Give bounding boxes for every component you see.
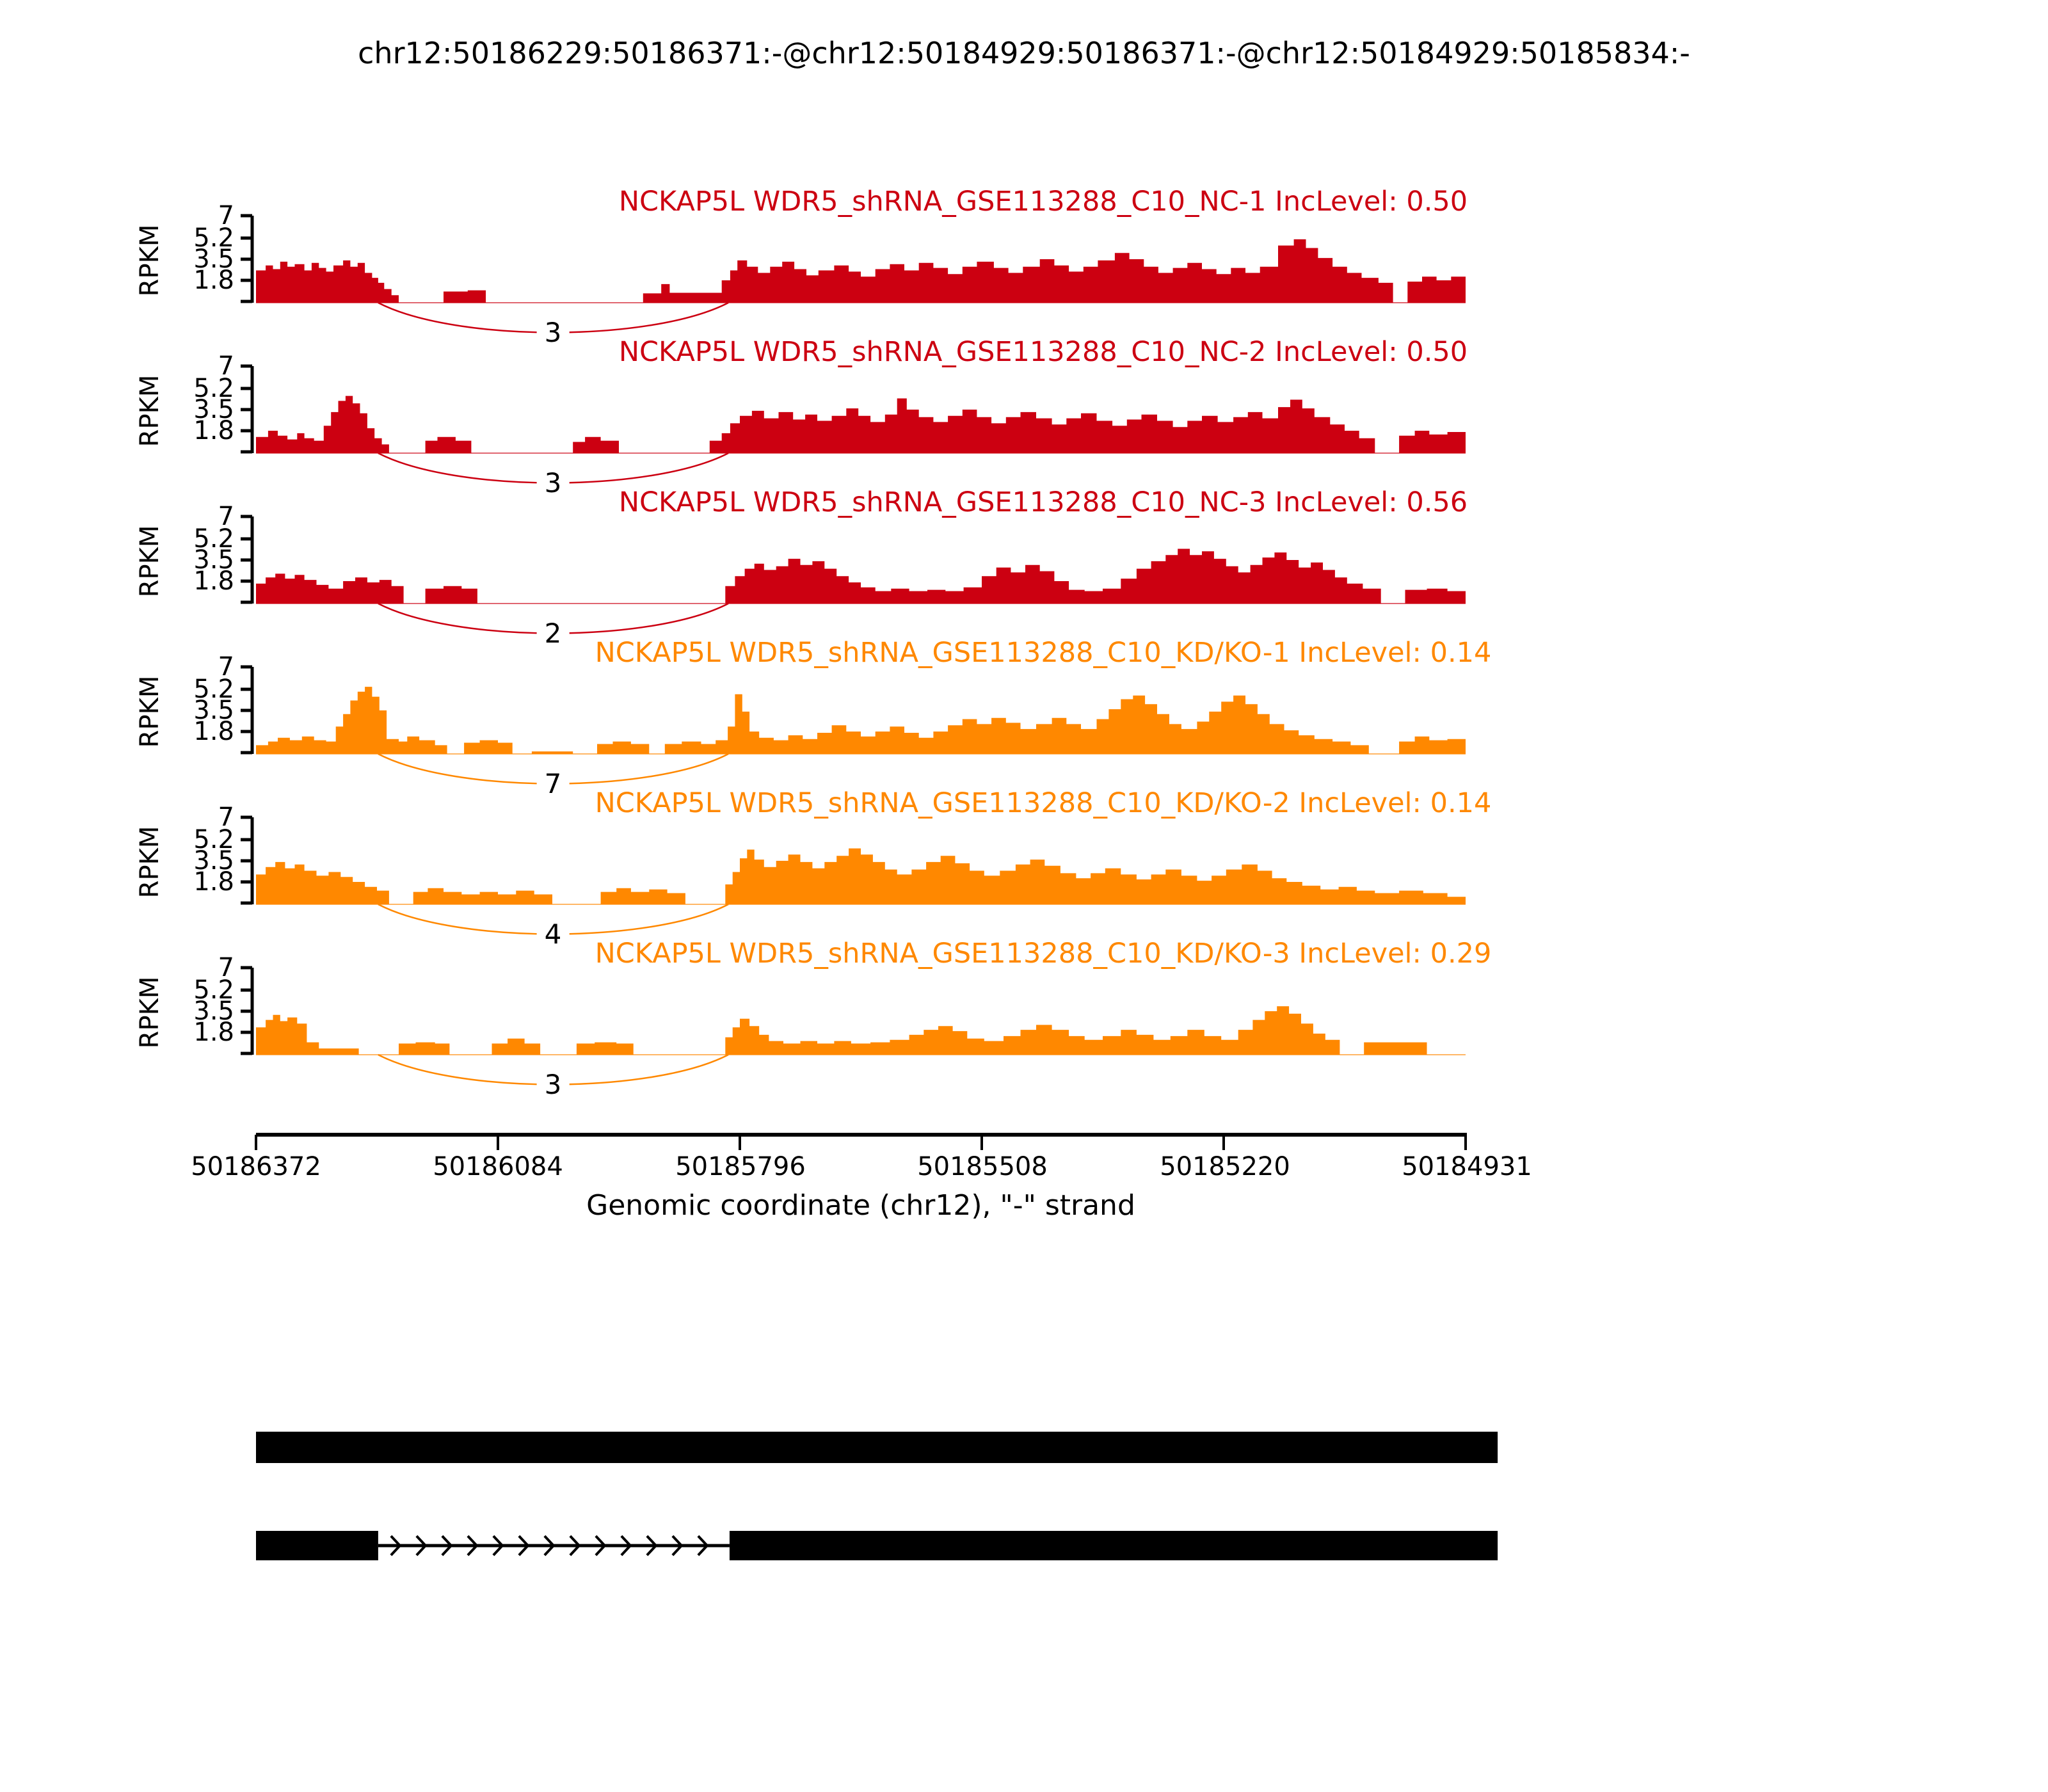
y-tick-label: 3.5 <box>193 996 234 1026</box>
x-tick-label: 50185508 <box>917 1152 1048 1181</box>
x-tick-label: 50185796 <box>675 1152 806 1181</box>
x-axis-title: Genomic coordinate (chr12), "-" strand <box>586 1189 1135 1222</box>
y-tick-label: 5.2 <box>193 374 234 403</box>
track-title: NCKAP5L WDR5_shRNA_GSE113288_C10_KD/KO-3… <box>595 938 1492 970</box>
coverage-track-kdko2: NCKAP5L WDR5_shRNA_GSE113288_C10_KD/KO-2… <box>0 787 2048 950</box>
coverage-track-nc2: NCKAP5L WDR5_shRNA_GSE113288_C10_NC-2 In… <box>0 336 2048 499</box>
junction-read-count: 4 <box>536 918 570 950</box>
y-tick-label: 7 <box>218 502 234 531</box>
y-tick-label: 3.5 <box>193 244 234 274</box>
x-tick-label: 50186084 <box>433 1152 563 1181</box>
y-tick-label: 5.2 <box>193 825 234 854</box>
junction-read-count: 7 <box>536 768 570 799</box>
track-title: NCKAP5L WDR5_shRNA_GSE113288_C10_KD/KO-1… <box>595 637 1492 669</box>
y-tick-label: 5.2 <box>193 524 234 554</box>
y-tick-label: 1.8 <box>193 266 234 295</box>
y-tick-label: 7 <box>218 803 234 832</box>
y-tick-label: 1.8 <box>193 1018 234 1047</box>
track-title: NCKAP5L WDR5_shRNA_GSE113288_C10_KD/KO-2… <box>595 787 1492 819</box>
junction-read-count: 3 <box>536 467 570 499</box>
y-tick-label: 7 <box>218 652 234 682</box>
track-title: NCKAP5L WDR5_shRNA_GSE113288_C10_NC-3 In… <box>618 486 1468 518</box>
y-tick-label: 1.8 <box>193 717 234 746</box>
junction-read-count: 2 <box>536 618 570 649</box>
y-tick-label: 3.5 <box>193 395 234 424</box>
x-tick-label: 50184931 <box>1402 1152 1532 1181</box>
coverage-area-nc2 <box>241 364 1466 484</box>
track-title: NCKAP5L WDR5_shRNA_GSE113288_C10_NC-2 In… <box>618 336 1468 368</box>
y-tick-label: 3.5 <box>193 846 234 876</box>
y-tick-label: 1.8 <box>193 867 234 897</box>
y-tick-label: 7 <box>218 351 234 381</box>
track-title: NCKAP5L WDR5_shRNA_GSE113288_C10_NC-1 In… <box>618 186 1468 218</box>
y-tick-label: 1.8 <box>193 566 234 596</box>
coverage-track-kdko3: NCKAP5L WDR5_shRNA_GSE113288_C10_KD/KO-3… <box>0 938 2048 1100</box>
junction-read-count: 3 <box>536 1069 570 1100</box>
y-tick-label: 5.2 <box>193 675 234 704</box>
coverage-track-nc1: NCKAP5L WDR5_shRNA_GSE113288_C10_NC-1 In… <box>0 186 2048 348</box>
y-tick-label: 5.2 <box>193 223 234 253</box>
junction-read-count: 3 <box>536 317 570 348</box>
coverage-track-nc3: NCKAP5L WDR5_shRNA_GSE113288_C10_NC-3 In… <box>0 486 2048 649</box>
y-tick-label: 7 <box>218 953 234 982</box>
y-tick-label: 7 <box>218 201 234 230</box>
y-tick-label: 3.5 <box>193 545 234 575</box>
y-tick-label: 3.5 <box>193 696 234 725</box>
plot-title: chr12:50186229:50186371:-@chr12:50184929… <box>358 36 1690 70</box>
y-tick-label: 5.2 <box>193 975 234 1005</box>
y-tick-label: 1.8 <box>193 416 234 445</box>
x-tick-label: 50185220 <box>1160 1152 1290 1181</box>
x-tick-label: 50186372 <box>191 1152 321 1181</box>
coverage-track-kdko1: NCKAP5L WDR5_shRNA_GSE113288_C10_KD/KO-1… <box>0 637 2048 799</box>
